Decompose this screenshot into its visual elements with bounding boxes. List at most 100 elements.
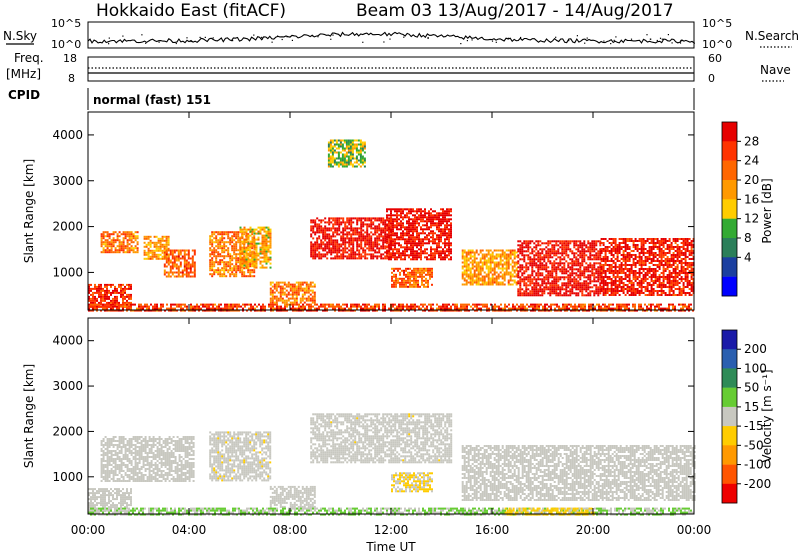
power-cell <box>653 264 655 266</box>
power-cell <box>490 284 492 286</box>
power-cell <box>209 247 211 249</box>
power-cell <box>492 258 494 260</box>
power-cell <box>424 242 426 244</box>
power-cell <box>446 220 448 222</box>
power-cell <box>508 274 510 276</box>
power-cell <box>350 253 352 255</box>
power-cell <box>635 256 637 258</box>
power-cell <box>681 264 683 266</box>
power-cell <box>539 284 541 286</box>
power-cell <box>376 257 378 259</box>
power-cell <box>246 267 248 269</box>
power-cell <box>434 256 436 258</box>
power-cell <box>673 268 675 270</box>
power-cell <box>671 256 673 258</box>
power-cell <box>585 294 587 296</box>
power-cell <box>378 251 380 253</box>
power-cell <box>629 252 631 254</box>
power-cell <box>653 272 655 274</box>
power-cell <box>512 274 514 276</box>
power-cell <box>288 286 290 288</box>
power-cell <box>601 272 603 274</box>
power-cell <box>396 222 398 224</box>
power-cell <box>514 280 516 282</box>
power-cell <box>330 243 332 245</box>
power-cell <box>111 233 113 235</box>
power-cell <box>242 241 244 243</box>
power-cell <box>308 288 310 290</box>
power-cell <box>426 222 428 224</box>
power-cell <box>525 270 527 272</box>
power-cell <box>388 252 390 254</box>
power-cell <box>270 282 272 284</box>
power-cell <box>421 268 423 270</box>
power-cell <box>168 264 170 266</box>
power-cell <box>399 272 401 274</box>
power-cell <box>190 272 192 274</box>
power-cell <box>651 274 653 276</box>
power-cell <box>484 272 486 274</box>
power-cell <box>304 294 306 296</box>
nsearch-dot <box>403 37 404 38</box>
power-cell <box>627 240 629 242</box>
power-cell <box>328 227 330 229</box>
power-cell <box>429 274 431 276</box>
power-cell <box>605 258 607 260</box>
power-cell <box>372 217 374 219</box>
power-cell <box>213 269 215 271</box>
power-cell <box>260 267 262 269</box>
power-cell <box>655 252 657 254</box>
power-cell <box>402 234 404 236</box>
power-cell <box>488 282 490 284</box>
power-cell <box>130 286 132 288</box>
power-cell <box>519 294 521 296</box>
power-cell <box>595 242 597 244</box>
power-cell <box>115 231 117 233</box>
power-cell <box>168 236 170 238</box>
power-cell <box>506 270 508 272</box>
power-cell <box>378 229 380 231</box>
power-cell <box>573 240 575 242</box>
power-cell <box>300 298 302 300</box>
power-cell <box>404 216 406 218</box>
power-cell <box>643 248 645 250</box>
power-cell <box>645 274 647 276</box>
power-cell <box>388 224 390 226</box>
power-cell <box>627 274 629 276</box>
power-cell <box>517 256 519 258</box>
power-cell <box>527 292 529 294</box>
power-cell <box>653 270 655 272</box>
power-cell <box>593 276 595 278</box>
power-cell <box>270 231 272 233</box>
power-cell <box>643 240 645 242</box>
power-cell <box>583 248 585 250</box>
power-cell <box>466 252 468 254</box>
power-cell <box>627 288 629 290</box>
power-cell <box>565 276 567 278</box>
power-cell <box>248 249 250 251</box>
power-cell <box>593 278 595 280</box>
power-cell <box>545 286 547 288</box>
nsearch-dot <box>389 39 390 40</box>
power-cell <box>262 243 264 245</box>
power-cell <box>152 242 154 244</box>
power-cell <box>593 274 595 276</box>
power-cell <box>466 268 468 270</box>
power-cell <box>565 268 567 270</box>
power-cell <box>403 278 405 280</box>
power-cell <box>366 227 368 229</box>
power-cell <box>242 237 244 239</box>
power-cell <box>412 258 414 260</box>
power-cell <box>127 239 129 241</box>
power-cell <box>575 240 577 242</box>
power-cell <box>502 282 504 284</box>
power-cell <box>525 246 527 248</box>
power-cell <box>631 268 633 270</box>
power-cell <box>100 300 102 302</box>
power-cell <box>541 272 543 274</box>
power-cell <box>256 245 258 247</box>
power-cell <box>403 284 405 286</box>
power-cell <box>655 278 657 280</box>
power-cell <box>639 252 641 254</box>
power-cell <box>364 241 366 243</box>
